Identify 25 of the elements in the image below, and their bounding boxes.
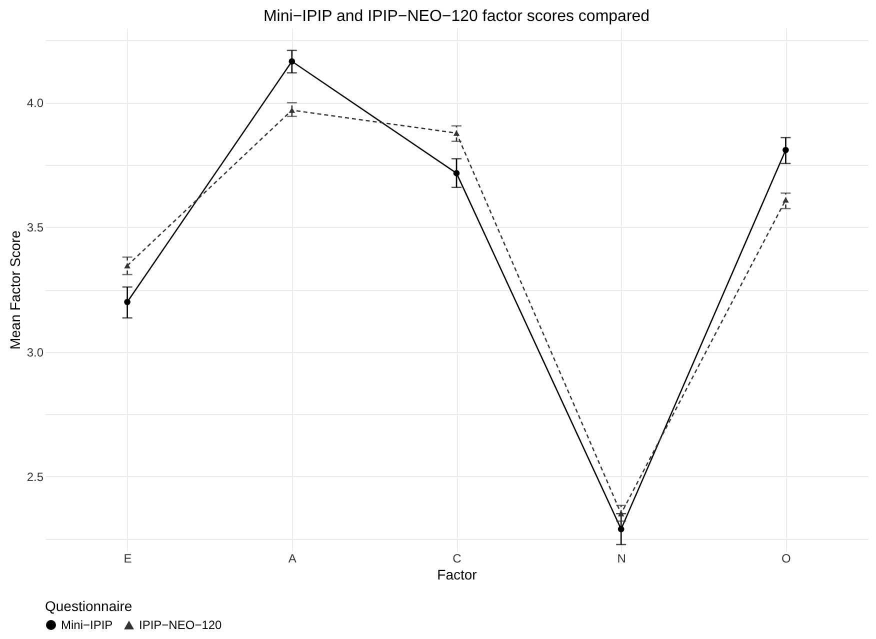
point — [453, 130, 460, 136]
legend-label: Mini−IPIP — [61, 618, 113, 632]
point — [453, 170, 460, 176]
y-axis-title: Mean Factor Score — [6, 230, 23, 350]
x-tick-label: A — [288, 552, 296, 566]
x-tick-label: C — [452, 552, 462, 566]
point — [618, 526, 624, 532]
y-tick-label: 3.0 — [26, 345, 44, 360]
point — [618, 510, 624, 516]
y-tick-label: 2.5 — [26, 470, 44, 484]
x-tick-label: O — [782, 552, 791, 566]
x-tick-label: N — [617, 552, 626, 566]
legend-title: Questionnaire — [45, 598, 132, 614]
point — [124, 262, 130, 268]
x-tick-label: E — [124, 552, 132, 566]
point — [782, 146, 789, 154]
point — [288, 58, 296, 65]
point — [124, 298, 130, 306]
legend-label: IPIP−NEO−120 — [139, 618, 222, 632]
y-tick-label: 3.5 — [26, 220, 44, 235]
y-tick-label: 4.0 — [26, 96, 44, 110]
chart-title: Mini−IPIP and IPIP−NEO−120 factor scores compared — [263, 8, 650, 25]
point — [288, 107, 296, 113]
point — [782, 197, 789, 203]
x-axis-title: Factor — [437, 566, 478, 582]
